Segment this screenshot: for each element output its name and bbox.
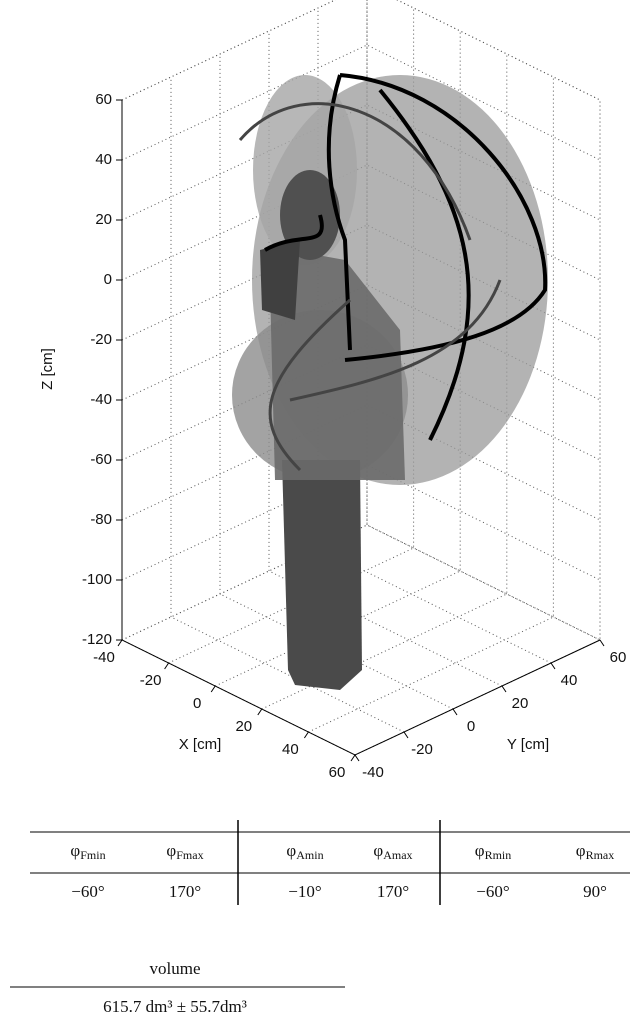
symbol: φ xyxy=(166,841,176,860)
table-cell: 90° xyxy=(583,882,607,901)
subscript: Fmax xyxy=(176,848,203,862)
table-header: volume xyxy=(150,959,201,978)
symbol: φ xyxy=(373,841,383,860)
angles-table: φFmin φFmax φAmin φAmax φRmin φRmax−60° 170° −1… xyxy=(30,820,630,905)
subscript: Amax xyxy=(383,848,412,862)
y-tick-label: 20 xyxy=(512,695,529,712)
axis-line xyxy=(121,100,601,756)
tick-mark xyxy=(550,662,556,670)
tick-mark xyxy=(303,731,309,739)
tick-mark xyxy=(452,708,458,716)
grid xyxy=(121,0,601,756)
table-cell: −10° xyxy=(288,882,321,901)
y-tick-label: -40 xyxy=(362,764,384,781)
trajectory xyxy=(264,73,548,441)
y-tick-label: 0 xyxy=(467,718,475,735)
symbol: φ xyxy=(475,841,485,860)
legs xyxy=(282,460,362,690)
x-axis-label: X [cm] xyxy=(179,736,222,753)
table-header: φFmax xyxy=(166,841,203,862)
torso xyxy=(270,250,405,480)
tick-mark xyxy=(117,639,123,647)
z-tick-label: -40 xyxy=(90,391,112,408)
x-tick-label: 40 xyxy=(282,741,299,758)
table-cell: −60° xyxy=(476,882,509,901)
z-tick-label: -100 xyxy=(82,571,112,588)
tick-mark xyxy=(350,754,356,762)
subscript: Amin xyxy=(296,848,323,862)
table-header: φAmin xyxy=(286,841,323,862)
symbol: φ xyxy=(286,841,296,860)
table-header: φRmax xyxy=(576,841,614,862)
y-tick-label: -20 xyxy=(411,741,433,758)
trajectory-gray xyxy=(238,102,502,472)
y-tick-label: 60 xyxy=(610,649,627,666)
grid-line xyxy=(121,464,601,581)
z-tick-label: 0 xyxy=(104,271,112,288)
x-tick-label: -20 xyxy=(140,672,162,689)
tick-mark xyxy=(164,662,170,670)
subscript: Rmin xyxy=(485,848,512,862)
subscript: Fmin xyxy=(80,848,105,862)
arm xyxy=(260,240,300,320)
y-tick-label: 40 xyxy=(561,672,578,689)
y-axis-label: Y [cm] xyxy=(507,736,549,753)
table-cell: 615.7 dm³ ± 55.7dm³ xyxy=(103,997,247,1016)
table-cell: 170° xyxy=(169,882,201,901)
tick-mark xyxy=(257,708,263,716)
tick-mark xyxy=(354,754,360,762)
symbol: φ xyxy=(70,841,80,860)
z-tick-label: -20 xyxy=(90,331,112,348)
table-cell: −60° xyxy=(71,882,104,901)
z-axis-label: Z [cm] xyxy=(39,348,56,390)
tick-mark xyxy=(501,685,507,693)
tick-mark xyxy=(599,639,605,647)
table-header: φAmax xyxy=(373,841,412,862)
table-header: φRmin xyxy=(475,841,511,862)
x-tick-label: 20 xyxy=(235,718,252,735)
table-header: φFmin xyxy=(70,841,105,862)
z-tick-label: 20 xyxy=(95,211,112,228)
x-tick-label: 60 xyxy=(329,764,346,781)
z-tick-label: -60 xyxy=(90,451,112,468)
volume-table: volume 615.7 dm³ ± 55.7dm³ xyxy=(10,959,345,1016)
symbol: φ xyxy=(576,841,586,860)
tick-mark xyxy=(403,731,409,739)
z-tick-label: -120 xyxy=(82,631,112,648)
table-cell: 170° xyxy=(377,882,409,901)
head xyxy=(280,170,340,260)
axes: 6040200-20-40-60-80-100-120-40-200204060… xyxy=(82,91,626,781)
box-edge xyxy=(121,0,601,640)
z-tick-label: 60 xyxy=(95,91,112,108)
tick-mark xyxy=(210,685,216,693)
subscript: Rmax xyxy=(586,848,615,862)
z-tick-label: -80 xyxy=(90,511,112,528)
x-tick-label: 0 xyxy=(193,695,201,712)
x-tick-label: -40 xyxy=(93,649,115,666)
z-tick-label: 40 xyxy=(95,151,112,168)
illustration xyxy=(232,73,548,690)
